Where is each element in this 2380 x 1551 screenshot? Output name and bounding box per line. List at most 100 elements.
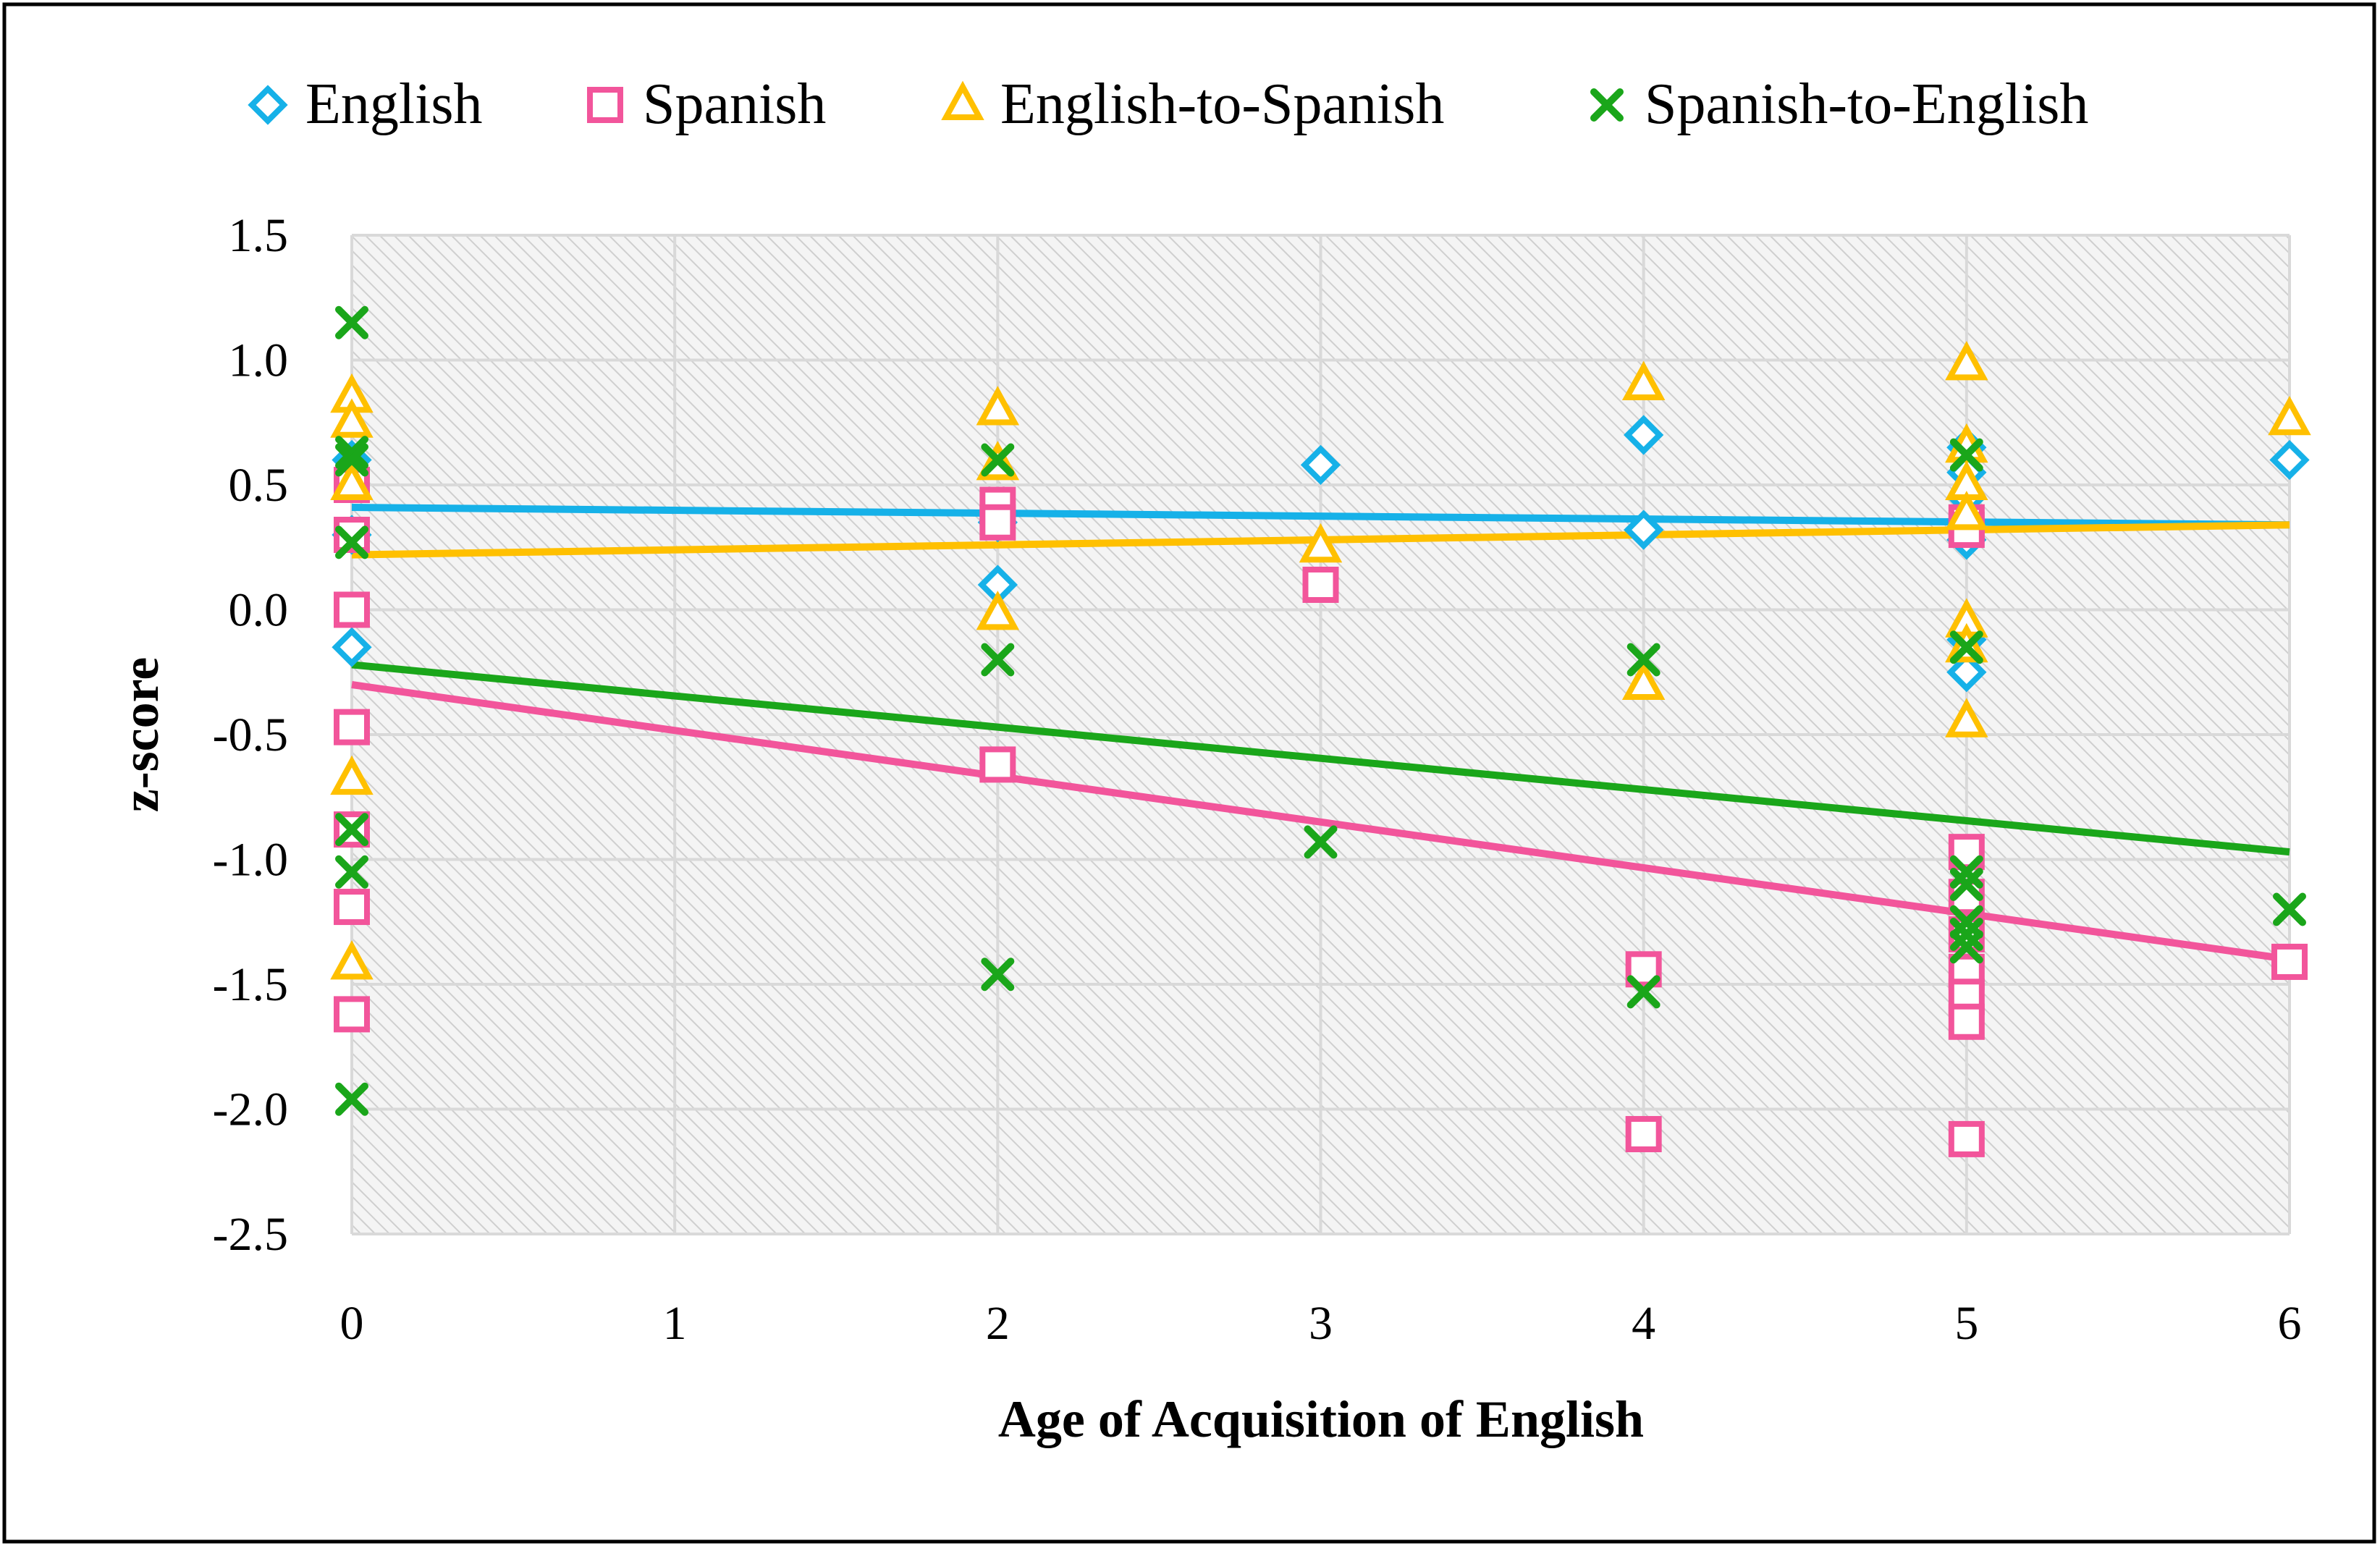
legend-diamond-marker xyxy=(248,85,288,125)
legend-square-marker xyxy=(587,87,623,123)
x-stroke xyxy=(335,525,368,559)
legend-triangle-marker xyxy=(941,80,984,120)
x-stroke xyxy=(1626,975,1660,1009)
english-point xyxy=(332,627,372,667)
legend-label: Spanish-to-English xyxy=(1645,72,2088,136)
x-stroke xyxy=(1949,868,1983,901)
x-tick-label: 2 xyxy=(986,1297,1010,1350)
spanish-point xyxy=(1302,567,1339,603)
english-point xyxy=(1624,510,1664,550)
spanish-to-english-point xyxy=(2273,892,2306,926)
english-to-spanish-point xyxy=(1945,491,1988,531)
spanish-to-english-point xyxy=(981,643,1015,677)
spanish-to-english-point xyxy=(1949,438,1983,472)
english-to-spanish-point xyxy=(1299,523,1343,563)
spanish-to-english-point xyxy=(981,443,1015,477)
legend-item-english: English xyxy=(248,72,482,136)
spanish-point xyxy=(334,709,370,745)
english-to-spanish-point xyxy=(976,386,1020,426)
y-tick-label: 0.0 xyxy=(229,584,289,637)
english-point xyxy=(2269,439,2310,481)
x-tick-label: 3 xyxy=(1309,1297,1333,1350)
spanish-point xyxy=(334,591,370,628)
spanish-point xyxy=(979,746,1016,783)
spanish-to-english-point xyxy=(1949,930,1983,964)
x-tick-label: 1 xyxy=(663,1297,687,1350)
x-stroke xyxy=(1304,825,1338,859)
spanish-point xyxy=(1948,1003,1985,1040)
x-stroke xyxy=(981,643,1015,677)
english-to-spanish-point xyxy=(330,755,374,795)
x-stroke xyxy=(335,855,368,889)
x-axis-title: Age of Acquisition of English xyxy=(998,1390,1644,1448)
spanish-to-english-point xyxy=(1949,868,1983,901)
spanish-to-english-point xyxy=(1626,643,1660,677)
legend: English Spanish English-to-Spanish Spanish-… xyxy=(248,72,2088,136)
spanish-point xyxy=(334,889,370,926)
legend-item-spanish-to-english: Spanish-to-English xyxy=(1590,72,2088,136)
english-to-spanish-point xyxy=(330,460,374,500)
y-tick-label: 0.5 xyxy=(229,459,289,512)
x-axis-ticks: 0 1 2 3 4 5 6 xyxy=(340,1297,2302,1350)
spanish-to-english-point xyxy=(335,436,368,470)
english-to-spanish-point xyxy=(330,940,374,980)
spanish-to-english-point xyxy=(335,855,368,889)
english-point xyxy=(1300,444,1341,486)
english-to-spanish-point xyxy=(1945,341,1988,381)
legend-item-spanish: Spanish xyxy=(587,72,826,136)
spanish-to-english-point xyxy=(335,443,368,477)
x-stroke xyxy=(1590,88,1624,122)
x-stroke xyxy=(335,443,368,477)
spanish-point xyxy=(1625,1116,1662,1152)
english-to-spanish-point xyxy=(2268,395,2311,436)
data-points xyxy=(330,305,2311,1157)
legend-label: English xyxy=(305,72,482,136)
legend-label: English-to-Spanish xyxy=(1000,72,1444,136)
spanish-to-english-point xyxy=(335,525,368,559)
y-tick-label: 1.0 xyxy=(229,334,289,387)
spanish-to-english-point xyxy=(1304,825,1338,859)
x-stroke xyxy=(335,1082,368,1116)
y-axis-title: z-score xyxy=(111,657,169,813)
english-to-spanish-point xyxy=(1621,360,1666,400)
spanish-point xyxy=(334,996,370,1033)
x-stroke xyxy=(335,813,368,847)
x-stroke xyxy=(1949,630,1983,664)
legend-item-english-to-spanish: English-to-Spanish xyxy=(941,72,1444,136)
english-point xyxy=(1946,652,1987,693)
spanish-point xyxy=(1948,1120,1985,1157)
x-stroke xyxy=(1949,930,1983,964)
spanish-to-english-point xyxy=(1949,630,1983,664)
x-tick-label: 5 xyxy=(1954,1297,1978,1350)
y-tick-label: -2.5 xyxy=(213,1208,288,1261)
spanish-point xyxy=(2271,943,2308,980)
x-stroke xyxy=(335,305,368,339)
spanish-to-english-point xyxy=(335,813,368,847)
x-stroke xyxy=(2273,892,2306,926)
y-tick-label: -1.0 xyxy=(213,834,288,887)
spanish-to-english-point xyxy=(1626,975,1660,1009)
x-tick-label: 6 xyxy=(2278,1297,2302,1350)
english-to-spanish-point xyxy=(976,591,1020,630)
y-tick-label: 1.5 xyxy=(229,209,289,262)
y-tick-label: -2.0 xyxy=(213,1083,288,1136)
legend-label: Spanish xyxy=(643,72,826,136)
legend-x-marker xyxy=(1590,88,1624,122)
x-tick-label: 4 xyxy=(1632,1297,1655,1350)
english-point xyxy=(1624,415,1664,455)
x-stroke xyxy=(981,443,1015,477)
spanish-to-english-point xyxy=(335,1082,368,1116)
english-to-spanish-point xyxy=(330,398,374,438)
x-stroke xyxy=(981,958,1015,992)
x-tick-label: 0 xyxy=(340,1297,364,1350)
y-tick-label: -0.5 xyxy=(213,709,288,761)
y-tick-label: -1.5 xyxy=(213,958,288,1011)
spanish-to-english-trendline xyxy=(351,661,2290,856)
spanish-to-english-point xyxy=(981,958,1015,992)
english-to-spanish-point xyxy=(1945,698,1988,738)
x-stroke xyxy=(335,436,368,470)
spanish-to-english-point xyxy=(335,305,368,339)
x-stroke xyxy=(1949,438,1983,472)
